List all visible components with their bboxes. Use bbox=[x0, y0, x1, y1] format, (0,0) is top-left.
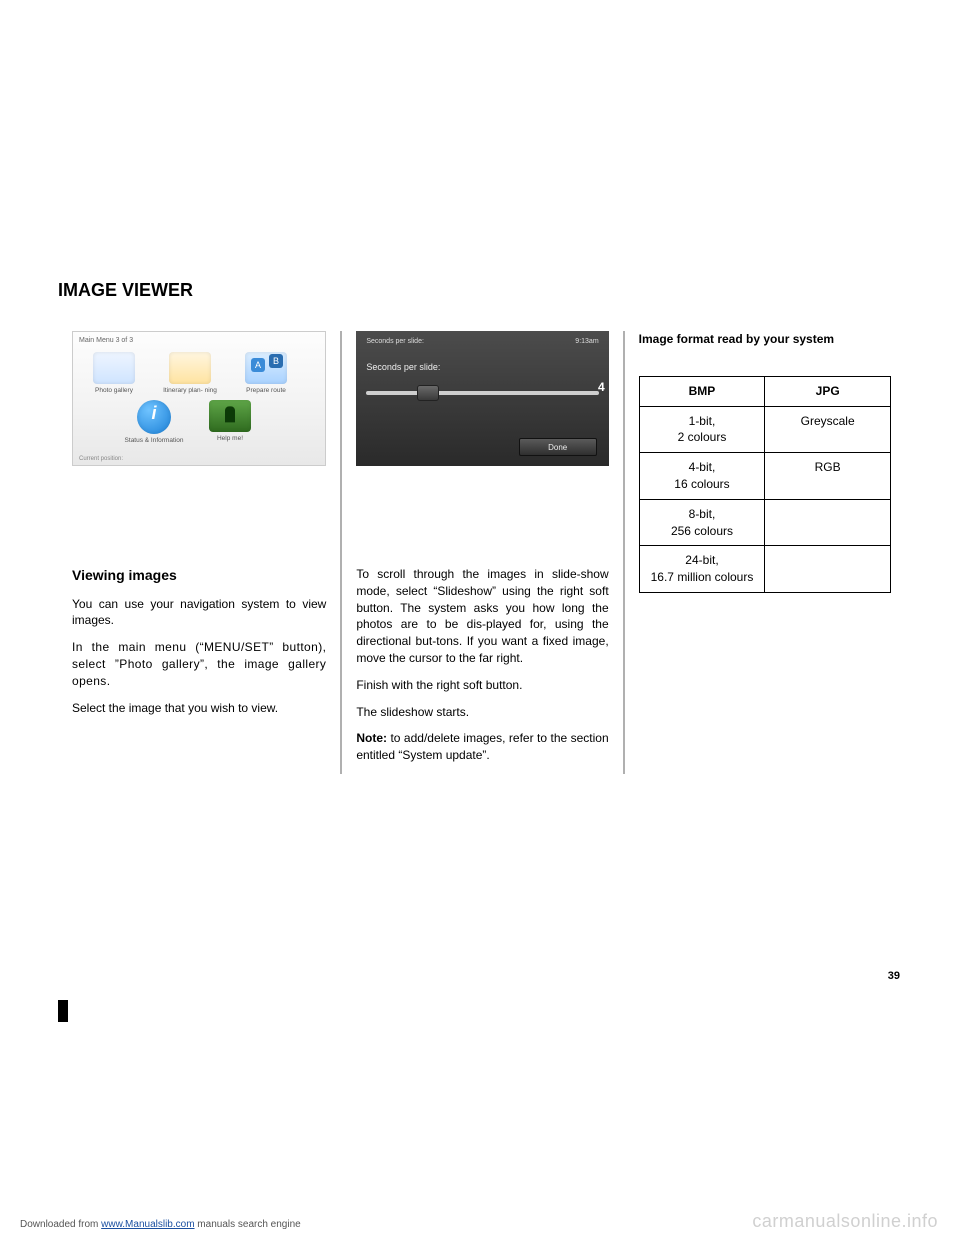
menu-item-status-info[interactable]: Status & Information bbox=[123, 400, 185, 444]
table-row: 24-bit, 16.7 million colours bbox=[639, 546, 890, 593]
table-row: 1-bit, 2 colours Greyscale bbox=[639, 406, 890, 453]
table-header-jpg: JPG bbox=[765, 376, 891, 406]
section-tab bbox=[58, 1000, 68, 1022]
current-position-label: Current position: bbox=[79, 455, 319, 461]
page-number: 39 bbox=[888, 970, 900, 982]
slideshow-settings-screenshot: Seconds per slide: 9:13am Seconds per sl… bbox=[356, 331, 608, 466]
image-format-heading: Image format read by your system bbox=[639, 331, 891, 348]
menu-label: Status & Information bbox=[123, 437, 185, 444]
body-text: To scroll through the images in slide-sh… bbox=[356, 566, 608, 667]
clock-label: 9:13am bbox=[575, 337, 598, 347]
menu-item-itinerary[interactable]: Itinerary plan- ning bbox=[159, 352, 221, 394]
main-menu-screenshot: Main Menu 3 of 3 Photo gallery Itinerary… bbox=[72, 331, 326, 466]
menu-item-help-me[interactable]: Help me! bbox=[199, 400, 261, 444]
body-text: In the main menu (“MENU/SET” button), se… bbox=[72, 639, 326, 689]
column-3: Image format read by your system BMP JPG… bbox=[623, 331, 905, 774]
watermark: carmanualsonline.info bbox=[752, 1211, 938, 1232]
columns: Main Menu 3 of 3 Photo gallery Itinerary… bbox=[58, 331, 905, 774]
body-text: Note: to add/delete images, refer to the… bbox=[356, 730, 608, 764]
menu-label: Prepare route bbox=[235, 387, 297, 394]
menu-label: Photo gallery bbox=[83, 387, 145, 394]
table-row: 4-bit, 16 colours RGB bbox=[639, 453, 890, 500]
itinerary-icon bbox=[169, 352, 211, 384]
slide-duration-slider[interactable] bbox=[366, 391, 598, 395]
body-text: Select the image that you wish to view. bbox=[72, 700, 326, 717]
manualslib-link[interactable]: www.Manualslib.com bbox=[101, 1219, 194, 1230]
main-menu-title: Main Menu 3 of 3 bbox=[79, 336, 133, 346]
table-cell: Greyscale bbox=[765, 406, 891, 453]
prepare-route-icon bbox=[245, 352, 287, 384]
table-row: BMP JPG bbox=[639, 376, 890, 406]
table-cell: RGB bbox=[765, 453, 891, 500]
table-cell bbox=[765, 546, 891, 593]
viewing-images-heading: Viewing images bbox=[72, 566, 326, 586]
body-text: You can use your navigation system to vi… bbox=[72, 596, 326, 630]
info-icon bbox=[137, 400, 171, 434]
slide-duration-value: 4 bbox=[598, 379, 605, 396]
download-post: manuals search engine bbox=[195, 1219, 301, 1230]
menu-item-prepare-route[interactable]: Prepare route bbox=[235, 352, 297, 394]
seconds-per-slide-label: Seconds per slide: bbox=[366, 361, 598, 374]
download-source: Downloaded from www.Manualslib.com manua… bbox=[20, 1219, 301, 1230]
table-cell: 4-bit, 16 colours bbox=[639, 453, 765, 500]
menu-label: Itinerary plan- ning bbox=[159, 387, 221, 394]
table-cell: 1-bit, 2 colours bbox=[639, 406, 765, 453]
photo-gallery-icon bbox=[93, 352, 135, 384]
slider-thumb[interactable] bbox=[417, 385, 439, 401]
body-text: The slideshow starts. bbox=[356, 704, 608, 721]
menu-label: Help me! bbox=[199, 435, 261, 442]
note-label: Note: bbox=[356, 731, 387, 745]
table-cell bbox=[765, 499, 891, 546]
body-text: Finish with the right soft button. bbox=[356, 677, 608, 694]
seconds-per-slide-top: Seconds per slide: bbox=[366, 337, 424, 347]
image-format-table: BMP JPG 1-bit, 2 colours Greyscale 4-bit… bbox=[639, 376, 891, 593]
column-2: Seconds per slide: 9:13am Seconds per sl… bbox=[340, 331, 622, 774]
note-text: to add/delete images, refer to the secti… bbox=[356, 731, 608, 762]
table-row: 8-bit, 256 colours bbox=[639, 499, 890, 546]
menu-item-photo-gallery[interactable]: Photo gallery bbox=[83, 352, 145, 394]
help-icon bbox=[209, 400, 251, 432]
done-button[interactable]: Done bbox=[519, 438, 597, 456]
table-cell: 8-bit, 256 colours bbox=[639, 499, 765, 546]
page-title: IMAGE VIEWER bbox=[58, 280, 905, 301]
table-cell: 24-bit, 16.7 million colours bbox=[639, 546, 765, 593]
column-1: Main Menu 3 of 3 Photo gallery Itinerary… bbox=[58, 331, 340, 774]
table-header-bmp: BMP bbox=[639, 376, 765, 406]
download-pre: Downloaded from bbox=[20, 1219, 101, 1230]
